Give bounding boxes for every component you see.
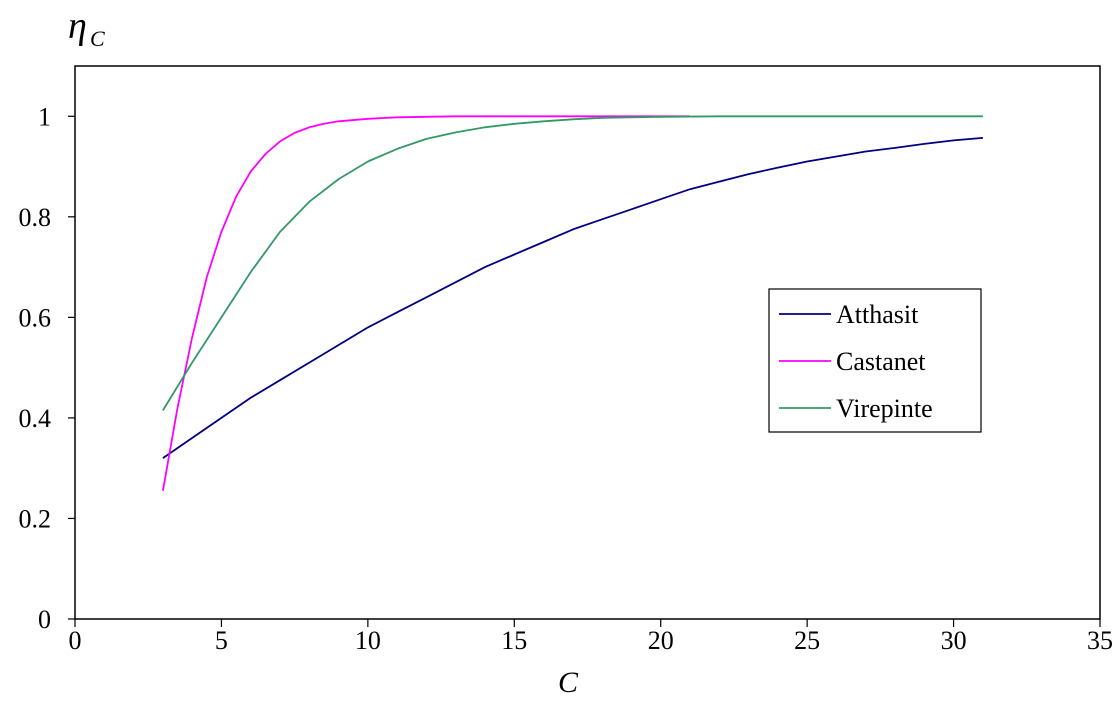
- x-tick-label: 15: [501, 626, 527, 655]
- y-tick-label: 0.4: [19, 404, 52, 433]
- y-tick-label: 0.8: [19, 203, 52, 232]
- x-axis-ticks: 0 5 10 15 20 25 30 35: [69, 619, 1113, 655]
- y-tick-label: 0.2: [19, 504, 52, 533]
- series-line-castanet: [162, 115, 690, 491]
- x-tick-label: 0: [69, 626, 82, 655]
- y-axis-title: η C: [68, 5, 105, 51]
- legend-label: Atthasit: [836, 300, 919, 329]
- y-tick-label: 1: [38, 102, 51, 131]
- y-axis-title-main: η: [68, 5, 87, 47]
- series-line-virepinte: [162, 115, 983, 411]
- x-tick-label: 30: [941, 626, 967, 655]
- legend-label: Castanet: [836, 347, 926, 376]
- y-tick-label: 0.6: [19, 303, 52, 332]
- series-lines: [162, 115, 983, 491]
- y-tick-label: 0: [38, 605, 51, 634]
- x-tick-label: 35: [1087, 626, 1113, 655]
- legend-label: Virepinte: [836, 394, 933, 423]
- y-axis-title-sub: C: [90, 26, 105, 51]
- x-tick-label: 10: [355, 626, 381, 655]
- x-axis-title: C: [558, 666, 579, 699]
- x-tick-label: 25: [794, 626, 820, 655]
- series-line-atthasit: [162, 137, 983, 459]
- legend: Atthasit Castanet Virepinte: [768, 288, 982, 433]
- x-tick-label: 20: [648, 626, 674, 655]
- x-tick-label: 5: [215, 626, 228, 655]
- y-axis-ticks: 0 0.2 0.4 0.6 0.8 1: [19, 102, 75, 634]
